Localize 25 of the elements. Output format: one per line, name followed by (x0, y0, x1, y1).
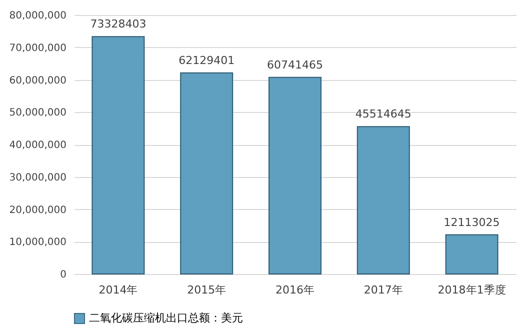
y-tick-label: 40,000,000 (9, 140, 66, 151)
bar (180, 72, 234, 274)
data-label: 45514645 (355, 108, 412, 121)
legend-label: 二氧化碳压缩机出口总额：美元 (89, 312, 243, 324)
y-tick-label: 60,000,000 (9, 75, 66, 86)
y-tick-label: 20,000,000 (9, 204, 66, 216)
data-label: 73328403 (90, 18, 146, 31)
y-tick-label: 0 (60, 270, 66, 280)
y-tick-label: 50,000,000 (9, 108, 66, 119)
x-tick-label: 2016年 (276, 284, 314, 296)
y-tick-label: 70,000,000 (9, 42, 66, 54)
y-tick-label: 10,000,000 (9, 237, 66, 248)
data-label: 60741465 (267, 58, 323, 72)
y-tick-label: 80,000,000 (9, 10, 66, 22)
x-tick-label: 2017年 (364, 284, 403, 296)
bar (268, 76, 322, 274)
bar (356, 126, 410, 274)
data-label: 12113025 (444, 216, 500, 229)
bar (92, 36, 145, 274)
x-tick-label: 2014年 (98, 284, 138, 296)
data-label: 62129401 (178, 54, 235, 67)
x-tick-label: 2015年 (187, 284, 226, 296)
y-tick-label: 30,000,000 (9, 172, 66, 184)
x-tick-label: 2018年1季度 (438, 284, 506, 296)
bar (445, 234, 498, 274)
